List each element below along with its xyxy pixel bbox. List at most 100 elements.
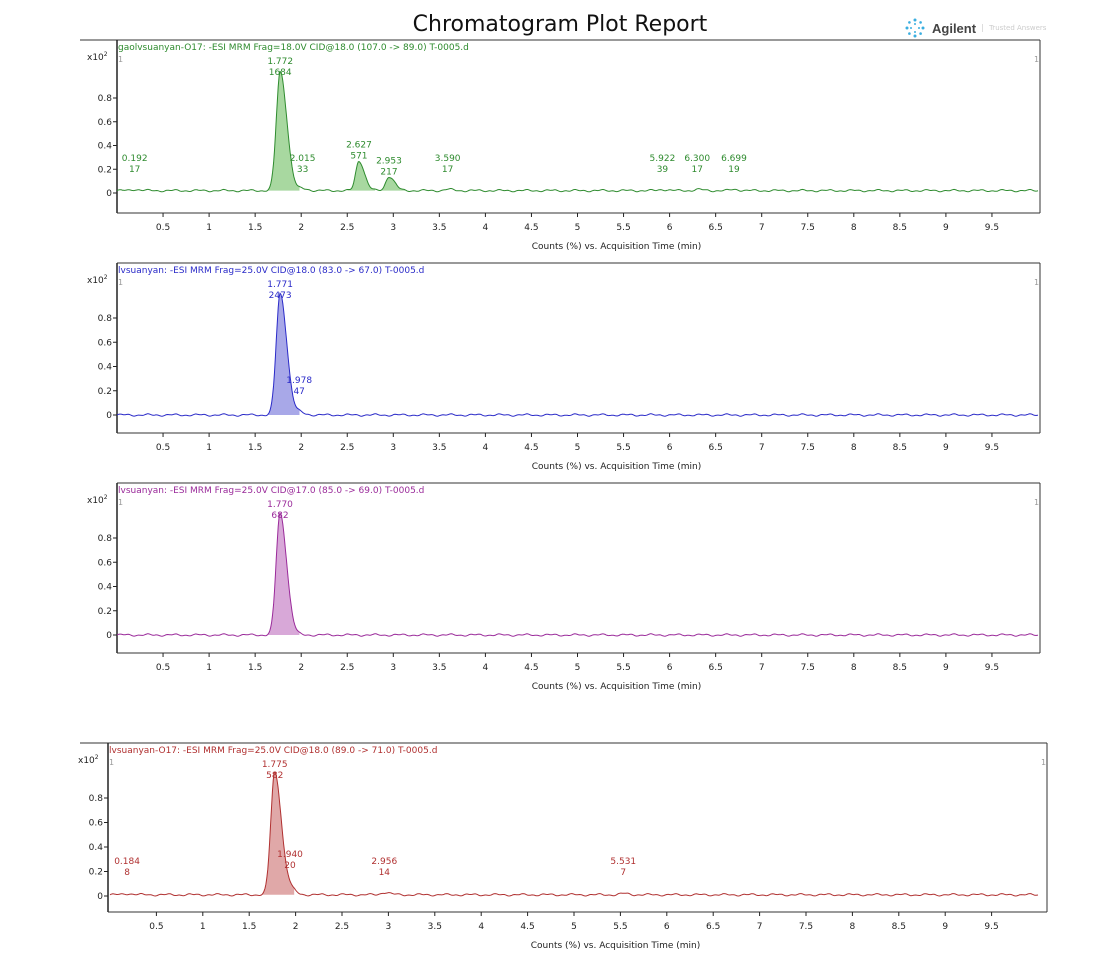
y-tick-label: 0.6 [98, 558, 113, 568]
peak-value-label: 2473 [269, 291, 292, 301]
chart-title: lvsuanyan: -ESI MRM Frag=25.0V CID@17.0 … [118, 486, 424, 496]
peak-rt-label: 5.922 [650, 154, 676, 164]
x-tick-label: 4 [483, 223, 489, 233]
y-tick-label: 0 [106, 189, 112, 199]
x-tick-label: 4 [483, 663, 489, 673]
x-tick-label: 6.5 [708, 663, 722, 673]
agilent-spark-icon [905, 18, 925, 38]
peak-value-label: 14 [379, 868, 391, 878]
x-tick-label: 9.5 [985, 443, 999, 453]
x-tick-label: 9 [943, 223, 949, 233]
x-tick-label: 5 [575, 443, 581, 453]
y-tick-label: 0 [106, 411, 112, 421]
x-tick-label: 3 [386, 922, 392, 932]
x-tick-label: 9.5 [984, 922, 998, 932]
x-tick-label: 0.5 [149, 922, 163, 932]
x-tick-label: 0.5 [156, 663, 170, 673]
peak-rt-label: 2.953 [376, 156, 402, 166]
x-tick-label: 8 [850, 922, 856, 932]
x-tick-label: 2.5 [340, 443, 354, 453]
chart-title: gaolvsuanyan-O17: -ESI MRM Frag=18.0V CI… [118, 43, 469, 53]
x-tick-label: 3 [390, 223, 396, 233]
x-tick-label: 7 [759, 663, 765, 673]
x-tick-label: 1.5 [248, 663, 262, 673]
peak-value-label: 33 [297, 165, 308, 175]
corner-marker-right: 1 [1034, 498, 1039, 507]
x-tick-label: 8.5 [893, 223, 907, 233]
peak-rt-label: 2.015 [290, 154, 316, 164]
peak-value-label: 47 [293, 387, 304, 397]
y-tick-label: 0.4 [98, 142, 113, 152]
peak-value-label: 682 [271, 511, 288, 521]
x-tick-label: 7.5 [801, 223, 815, 233]
x-tick-label: 9 [943, 443, 949, 453]
peak-value-label: 582 [266, 771, 283, 781]
logo-brand: Agilent [932, 20, 977, 36]
y-tick-label: 0.2 [98, 607, 112, 617]
corner-marker-left: 1 [109, 758, 114, 767]
peak-rt-label: 1.772 [267, 57, 293, 67]
y-tick-label: 0.2 [98, 165, 112, 175]
x-tick-label: 4 [483, 443, 489, 453]
x-tick-label: 8.5 [893, 443, 907, 453]
x-tick-label: 5.5 [616, 663, 630, 673]
x-tick-label: 2 [298, 663, 304, 673]
peak-value-label: 39 [657, 165, 669, 175]
y-tick-label: 0.2 [98, 387, 112, 397]
x-tick-label: 4.5 [520, 922, 534, 932]
y-tick-label: 0.8 [98, 534, 113, 544]
y-tick-label: 0.8 [98, 314, 113, 324]
y-tick-label: 0.4 [89, 843, 104, 853]
x-tick-label: 1 [206, 223, 212, 233]
peak-rt-label: 5.531 [610, 857, 636, 867]
x-tick-label: 5 [575, 663, 581, 673]
x-tick-label: 2 [298, 443, 304, 453]
y-tick-label: 0.6 [98, 118, 113, 128]
x-tick-label: 8 [851, 443, 857, 453]
x-tick-label: 5 [575, 223, 581, 233]
x-tick-label: 7 [757, 922, 763, 932]
x-tick-label: 6 [664, 922, 670, 932]
y-tick-label: 0.8 [98, 94, 113, 104]
peak-rt-label: 1.978 [286, 376, 312, 386]
x-tick-label: 4.5 [524, 223, 538, 233]
x-tick-label: 8.5 [892, 922, 906, 932]
corner-marker-right: 1 [1034, 278, 1039, 287]
x-tick-label: 6 [667, 223, 673, 233]
x-tick-label: 0.5 [156, 223, 170, 233]
x-tick-label: 6 [667, 663, 673, 673]
trace-line [116, 512, 1039, 637]
x-tick-label: 2 [298, 223, 304, 233]
x-tick-label: 3.5 [432, 663, 446, 673]
x-tick-label: 6 [667, 443, 673, 453]
x-tick-label: 2.5 [340, 223, 354, 233]
corner-marker-left: 1 [118, 55, 123, 64]
x-tick-label: 4.5 [524, 663, 538, 673]
x-tick-label: 1 [200, 922, 206, 932]
peak-rt-label: 1.775 [262, 760, 288, 770]
peak-rt-label: 0.184 [114, 857, 140, 867]
x-tick-label: 3.5 [432, 223, 446, 233]
peak-value-label: 1684 [269, 68, 292, 78]
y-multiplier: x102 [78, 754, 99, 766]
x-tick-label: 7 [759, 223, 765, 233]
peak-rt-label: 6.699 [721, 154, 747, 164]
x-axis-label: Counts (%) vs. Acquisition Time (min) [531, 941, 700, 951]
y-multiplier: x102 [87, 274, 108, 286]
x-tick-label: 9 [943, 663, 949, 673]
peak-rt-label: 1.771 [267, 280, 293, 290]
trace-line [109, 771, 1039, 897]
peak-rt-label: 3.590 [435, 154, 461, 164]
peak-area [266, 71, 300, 192]
x-tick-label: 8 [851, 663, 857, 673]
x-tick-label: 4 [478, 922, 484, 932]
peak-rt-label: 1.940 [277, 850, 303, 860]
x-tick-label: 7 [759, 443, 765, 453]
peak-value-label: 217 [380, 167, 397, 177]
x-tick-label: 6.5 [708, 223, 722, 233]
x-tick-label: 7.5 [801, 443, 815, 453]
x-tick-label: 5 [571, 922, 577, 932]
corner-marker-right: 1 [1041, 758, 1046, 767]
x-tick-label: 6.5 [706, 922, 720, 932]
logo-tagline: Trusted Answers [982, 24, 1046, 32]
